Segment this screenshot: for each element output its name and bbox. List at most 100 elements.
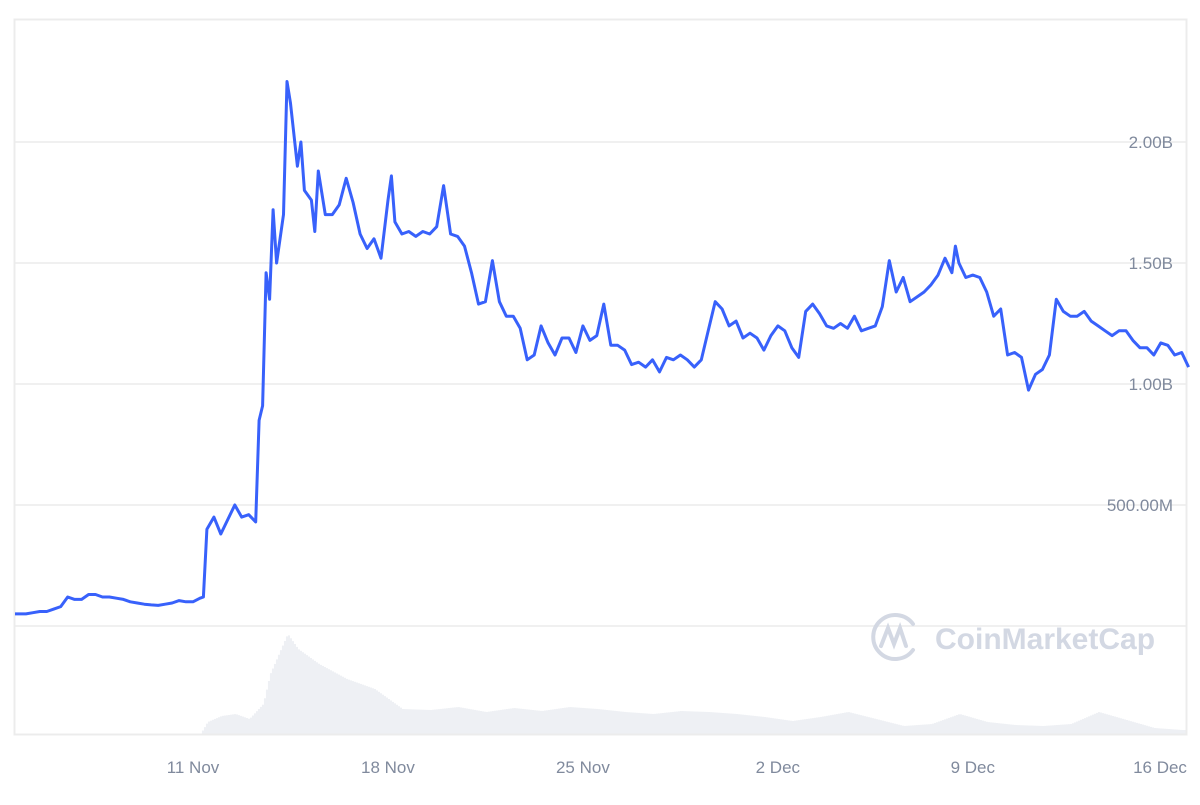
volume-bar xyxy=(981,720,984,734)
volume-bar xyxy=(993,722,996,734)
volume-bar xyxy=(649,713,652,734)
volume-bar xyxy=(287,635,290,734)
volume-bar xyxy=(407,709,410,734)
volume-bar xyxy=(493,710,496,734)
volume-bar xyxy=(283,640,286,734)
volume-bar xyxy=(217,717,220,734)
volume-bar xyxy=(851,713,854,734)
volume-bar xyxy=(1181,730,1184,734)
volume-bar xyxy=(1039,725,1042,734)
volume-bar xyxy=(721,712,724,734)
volume-bar xyxy=(383,696,386,734)
volume-bar xyxy=(353,681,356,734)
volume-bar xyxy=(463,708,466,734)
volume-bar xyxy=(855,714,858,734)
volume-bar xyxy=(849,712,852,734)
volume-bar xyxy=(727,713,730,734)
volume-bar xyxy=(971,717,974,734)
volume-bar xyxy=(449,707,452,734)
volume-bar xyxy=(1033,725,1036,734)
volume-bar xyxy=(369,687,372,734)
volume-bar xyxy=(535,710,538,734)
volume-bar xyxy=(527,709,530,734)
volume-bar xyxy=(731,713,734,734)
volume-bar xyxy=(701,711,704,734)
volume-bar xyxy=(1115,717,1118,734)
volume-bar xyxy=(847,712,850,734)
volume-bar xyxy=(749,715,752,734)
volume-bar xyxy=(959,714,962,734)
volume-bar xyxy=(811,718,814,734)
volume-bar xyxy=(289,638,292,734)
volume-bar xyxy=(801,719,804,734)
volume-bar xyxy=(899,725,902,734)
volume-bar xyxy=(627,712,630,734)
volume-bar xyxy=(957,714,960,734)
volume-bar xyxy=(877,719,880,734)
volume-bar xyxy=(717,712,720,734)
volume-bar xyxy=(1167,729,1170,734)
volume-bar xyxy=(387,699,390,734)
volume-bar xyxy=(365,686,368,734)
volume-bar xyxy=(513,708,516,734)
volume-bar xyxy=(433,709,436,734)
volume-bar xyxy=(489,711,492,734)
volume-bar xyxy=(863,716,866,734)
volume-bar xyxy=(725,713,728,734)
volume-bar xyxy=(609,710,612,734)
volume-bar xyxy=(229,714,232,734)
volume-bar xyxy=(413,709,416,734)
volume-bars xyxy=(201,635,1186,734)
volume-bar xyxy=(427,709,430,734)
volume-bar xyxy=(1015,725,1018,734)
volume-bar xyxy=(339,675,342,734)
volume-bar xyxy=(671,711,674,734)
volume-bar xyxy=(657,713,660,734)
volume-bar xyxy=(237,715,240,734)
volume-bar xyxy=(823,716,826,734)
volume-bar xyxy=(685,711,688,734)
volume-bar xyxy=(995,722,998,734)
volume-bar xyxy=(1029,725,1032,734)
volume-bar xyxy=(579,707,582,734)
volume-bar xyxy=(985,721,988,734)
volume-bar xyxy=(389,700,392,734)
volume-bar xyxy=(1109,715,1112,734)
volume-bar xyxy=(417,709,420,734)
volume-bar xyxy=(703,711,706,734)
volume-bar xyxy=(509,708,512,734)
volume-bar xyxy=(693,711,696,734)
volume-bar xyxy=(253,713,256,734)
volume-bar xyxy=(211,719,214,734)
volume-bar xyxy=(1103,713,1106,734)
volume-bar xyxy=(549,709,552,734)
volume-bar xyxy=(479,711,482,734)
volume-bar xyxy=(645,713,648,734)
volume-bar xyxy=(411,709,414,734)
volume-bar xyxy=(581,707,584,734)
volume-bar xyxy=(355,682,358,734)
volume-bar xyxy=(273,663,276,734)
volume-bar xyxy=(1047,725,1050,734)
volume-bar xyxy=(501,709,504,734)
volume-bar xyxy=(935,722,938,734)
volume-bar xyxy=(215,718,218,734)
volume-bar xyxy=(719,712,722,734)
volume-bar xyxy=(511,708,514,734)
volume-bar xyxy=(285,636,288,734)
volume-bar xyxy=(1081,718,1084,734)
volume-bar xyxy=(639,713,642,734)
volume-bar xyxy=(635,712,638,734)
volume-bar xyxy=(583,708,586,734)
volume-bar xyxy=(521,708,524,734)
volume-bar xyxy=(947,717,950,734)
volume-bar xyxy=(1105,714,1108,734)
volume-bar xyxy=(1143,725,1146,734)
volume-bar xyxy=(815,717,818,734)
volume-bar xyxy=(937,721,940,734)
volume-bar xyxy=(1063,724,1066,734)
volume-bar xyxy=(983,721,986,734)
volume-bar xyxy=(765,717,768,734)
volume-bar xyxy=(859,715,862,734)
volume-bar xyxy=(1025,725,1028,734)
